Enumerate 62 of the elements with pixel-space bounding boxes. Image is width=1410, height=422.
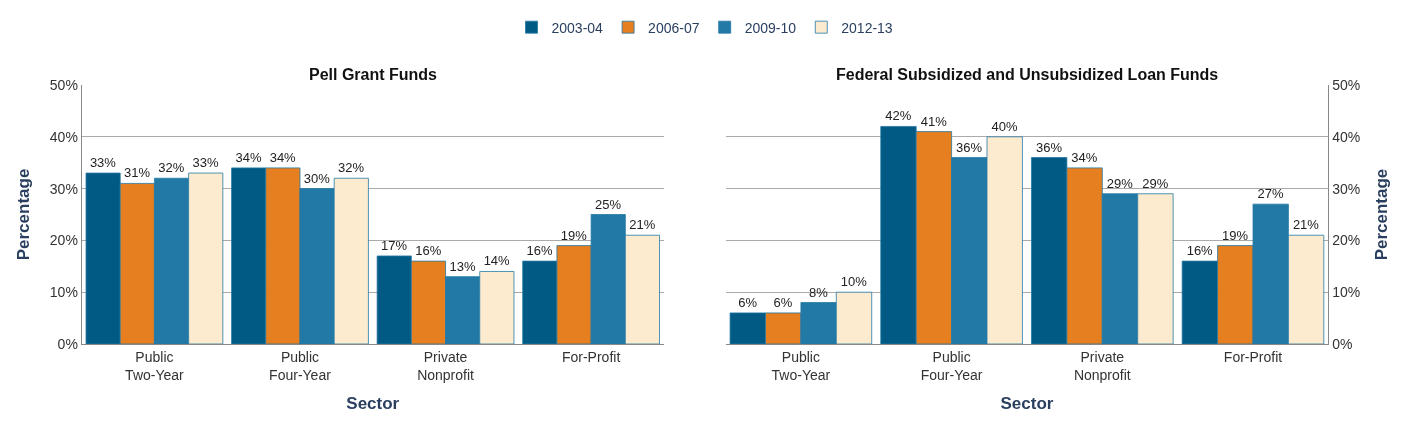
data-label: 21% bbox=[629, 217, 656, 233]
data-label: 42% bbox=[885, 108, 912, 124]
x-tick-label: Private Nonprofit bbox=[417, 348, 475, 383]
data-label: 29% bbox=[1106, 175, 1134, 191]
x-tick-label: For-Profit bbox=[561, 348, 621, 365]
data-label: 21% bbox=[1292, 217, 1320, 233]
data-label: 30% bbox=[303, 170, 331, 186]
data-label: 14% bbox=[483, 253, 511, 269]
legend-label: 2006-07 bbox=[648, 19, 700, 36]
data-label: 36% bbox=[956, 139, 983, 155]
x-tick-label: Public Two-Year bbox=[771, 348, 831, 383]
data-label: 13% bbox=[449, 258, 476, 274]
y2-axis-title: Percentage bbox=[1371, 168, 1391, 261]
y-axis-title: Percentage bbox=[14, 168, 34, 261]
y2-tick-label: 40% bbox=[1332, 128, 1361, 145]
legend-label: 2012-13 bbox=[841, 19, 893, 36]
x-axis-title: Sector bbox=[1000, 394, 1054, 414]
x-tick-label: Private Nonprofit bbox=[1073, 348, 1131, 383]
data-label: 34% bbox=[269, 149, 297, 165]
data-label: 41% bbox=[920, 113, 948, 129]
y-tick-label: 10% bbox=[49, 284, 78, 301]
data-label: 25% bbox=[595, 196, 622, 212]
legend-label: 2009-10 bbox=[744, 19, 797, 36]
y2-tick-label: 50% bbox=[1332, 76, 1361, 93]
chart-title: Federal Subsidized and Unsubsidized Loan Funds bbox=[836, 66, 1219, 83]
data-label: 27% bbox=[1257, 186, 1284, 202]
data-label: 33% bbox=[192, 155, 219, 171]
y2-tick-label: 0% bbox=[1332, 335, 1353, 352]
data-label: 32% bbox=[158, 160, 185, 176]
data-label: 6% bbox=[738, 294, 758, 310]
y-tick-label: 50% bbox=[49, 76, 78, 93]
data-label: 34% bbox=[235, 149, 262, 165]
data-label: 19% bbox=[560, 227, 588, 243]
data-label: 16% bbox=[415, 243, 442, 259]
y2-tick-label: 30% bbox=[1332, 180, 1361, 197]
data-label: 10% bbox=[840, 274, 868, 290]
x-tick-label: For-Profit bbox=[1223, 348, 1283, 365]
data-label: 6% bbox=[773, 294, 793, 310]
x-tick-label: Public Two-Year bbox=[125, 348, 185, 383]
data-label: 16% bbox=[526, 243, 554, 259]
data-label: 19% bbox=[1222, 227, 1249, 243]
data-label: 40% bbox=[991, 118, 1018, 134]
y-tick-label: 0% bbox=[57, 335, 78, 352]
data-label: 17% bbox=[381, 237, 408, 253]
data-label: 32% bbox=[338, 160, 365, 176]
y-tick-label: 20% bbox=[49, 232, 78, 249]
x-tick-label: Public Four-Year bbox=[920, 348, 983, 383]
y2-tick-label: 10% bbox=[1332, 284, 1361, 301]
x-tick-label: Public Four-Year bbox=[269, 348, 332, 383]
legend-label: 2003-04 bbox=[551, 19, 604, 36]
y-tick-label: 30% bbox=[49, 180, 78, 197]
y2-tick-label: 20% bbox=[1332, 232, 1361, 249]
data-label: 31% bbox=[124, 165, 151, 181]
x-axis-title: Sector bbox=[346, 394, 400, 414]
data-label: 16% bbox=[1186, 243, 1214, 259]
data-label: 8% bbox=[808, 284, 829, 300]
data-label: 29% bbox=[1142, 175, 1169, 191]
y-tick-label: 40% bbox=[49, 128, 78, 145]
data-label: 36% bbox=[1035, 139, 1063, 155]
data-label: 33% bbox=[89, 155, 117, 171]
chart-title: Pell Grant Funds bbox=[309, 66, 438, 83]
data-label: 34% bbox=[1071, 149, 1098, 165]
